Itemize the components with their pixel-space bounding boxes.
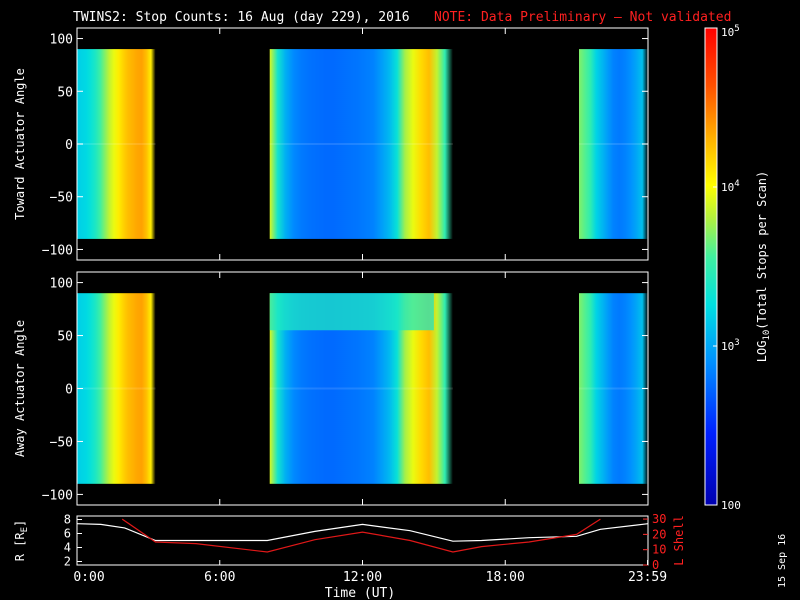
y-tick-label: −50 bbox=[50, 435, 73, 450]
zero-angle-stripe bbox=[77, 143, 156, 145]
y-axis-label: Toward Actuator Angle bbox=[13, 68, 27, 220]
y-tick-label-left: 8 bbox=[64, 513, 71, 527]
colorbar-label: LOG10(Total Stops per Scan) bbox=[755, 171, 772, 362]
y-tick-label: −100 bbox=[42, 488, 73, 503]
y-tick-label: 0 bbox=[65, 138, 73, 153]
x-axis-label: Time (UT) bbox=[325, 586, 395, 600]
y-tick-label: 50 bbox=[57, 85, 73, 100]
y-tick-label-right: 10 bbox=[652, 543, 666, 557]
heatmap-segment bbox=[579, 293, 648, 484]
x-tick-label: 6:00 bbox=[204, 570, 235, 585]
y-tick-label: 100 bbox=[50, 277, 73, 292]
y-tick-label-left: 2 bbox=[64, 555, 71, 569]
heatmap-segment bbox=[579, 49, 648, 239]
colorbar-gradient bbox=[704, 27, 718, 506]
l-shell-line bbox=[121, 518, 601, 553]
y-axis-label-left: R [RE] bbox=[13, 520, 30, 562]
y-tick-label-left: 4 bbox=[64, 541, 71, 555]
zero-angle-stripe bbox=[269, 387, 453, 390]
zero-angle-stripe bbox=[77, 387, 156, 390]
colorbar-tick-label: 105 bbox=[721, 24, 740, 39]
chart-title: TWINS2: Stop Counts: 16 Aug (day 229), 2… bbox=[73, 10, 410, 25]
y-tick-label: −100 bbox=[42, 243, 73, 258]
y-tick-label: −50 bbox=[50, 191, 73, 206]
y-tick-label-right: 0 bbox=[652, 558, 659, 572]
away-angle-panel: 100 50 0 −50 −100 Away Actuator Angle bbox=[13, 271, 649, 506]
colorbar-tick-label: 104 bbox=[721, 179, 740, 194]
preliminary-note: NOTE: Data Preliminary — Not validated bbox=[434, 10, 731, 25]
date-stamp: 15 Sep 16 bbox=[777, 534, 788, 588]
y-tick-label: 100 bbox=[50, 33, 73, 48]
y-tick-label-left: 6 bbox=[64, 527, 71, 541]
y-tick-label-right: 20 bbox=[652, 527, 666, 541]
x-tick-label: 23:59 bbox=[628, 570, 667, 585]
colorbar-tick-label: 103 bbox=[721, 338, 740, 353]
heatmap-segment bbox=[77, 49, 156, 239]
x-tick-label: 0:00 bbox=[73, 570, 104, 585]
heatmap-segment bbox=[269, 49, 453, 239]
heatmap-segment bbox=[77, 293, 156, 484]
x-tick-label: 18:00 bbox=[486, 570, 525, 585]
zero-angle-stripe bbox=[579, 143, 648, 145]
zero-angle-stripe bbox=[269, 143, 453, 145]
y-axis-label-right: L Shell bbox=[672, 515, 686, 566]
toward-angle-panel: 100 50 0 −50 −100 Toward Actuator Angle bbox=[13, 27, 649, 261]
y-tick-label-right: 30 bbox=[652, 512, 666, 526]
colorbar-tick-label: 100 bbox=[721, 499, 741, 512]
colorbar: 105 104 103 100 LOG10(Total Stops per Scan) bbox=[704, 24, 772, 512]
heatmap-top-band bbox=[269, 293, 434, 331]
y-tick-label: 50 bbox=[57, 330, 73, 345]
zero-angle-stripe bbox=[579, 387, 648, 390]
y-tick-label: 0 bbox=[65, 383, 73, 398]
y-axis-label: Away Actuator Angle bbox=[13, 320, 27, 457]
x-tick-label: 12:00 bbox=[343, 570, 382, 585]
